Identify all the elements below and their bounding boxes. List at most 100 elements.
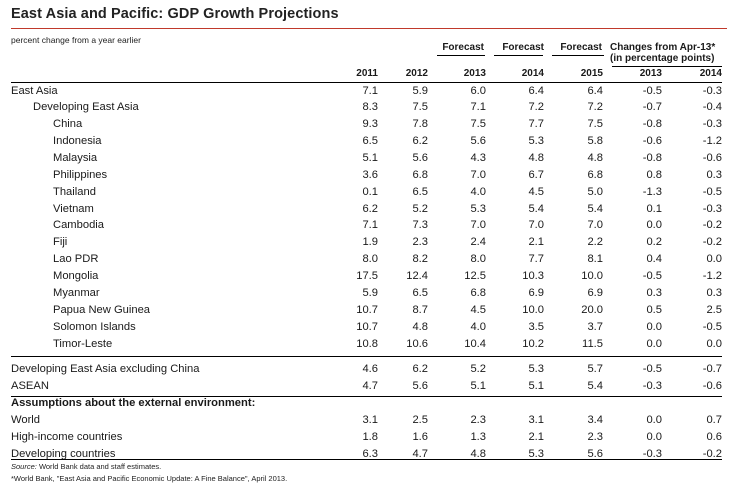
row-label: Thailand (53, 186, 96, 198)
table-cell: 0.4 (646, 253, 662, 265)
table-cell: -0.5 (642, 85, 662, 97)
table-cell: 5.8 (587, 135, 603, 147)
row-label: Solomon Islands (53, 321, 136, 333)
table-cell: 0.0 (646, 338, 662, 350)
table-cell: 4.0 (470, 186, 486, 198)
table-cell: 0.0 (646, 321, 662, 333)
table-cell: -0.6 (702, 152, 722, 164)
table-cell: 6.5 (412, 186, 428, 198)
table-cell: 0.0 (706, 253, 722, 265)
table-cell: 2.1 (528, 431, 544, 443)
table-cell: 10.7 (356, 304, 378, 316)
table-row: High-income countries 1.8 1.6 1.3 2.1 2.3 0.0 0… (0, 431, 735, 448)
table-cell: 6.9 (528, 287, 544, 299)
table-cell: -0.5 (702, 186, 722, 198)
table-cell: 2.5 (706, 304, 722, 316)
table-cell: -0.3 (702, 203, 722, 215)
table-cell: -0.5 (642, 363, 662, 375)
forecast-label-2014: Forecast (502, 42, 544, 53)
table-cell: 8.7 (412, 304, 428, 316)
units-note: percent change from a year earlier (11, 35, 141, 45)
row-label: Fiji (53, 236, 68, 248)
table-cell: -0.7 (642, 101, 662, 113)
table-cell: 10.3 (522, 270, 544, 282)
table-cell: 5.3 (470, 203, 486, 215)
table-cell: -0.8 (642, 118, 662, 130)
table-cell: -0.2 (702, 448, 722, 460)
table-cell: 0.6 (706, 431, 722, 443)
table-cell: 5.2 (412, 203, 428, 215)
table-cell: 0.8 (646, 169, 662, 181)
year-header-1: 2012 (405, 68, 428, 79)
table-cell: 7.2 (528, 101, 544, 113)
table-cell: 2.4 (470, 236, 486, 248)
source-label: Source: (11, 462, 37, 471)
table-row: Mongolia 17.5 12.4 12.5 10.3 10.0 -0.5 -1.2 (0, 270, 735, 287)
table-row: Indonesia 6.5 6.2 5.6 5.3 5.8 -0.6 -1.2 (0, 135, 735, 152)
forecast-underline-2013 (437, 55, 485, 56)
table-cell: 4.8 (587, 152, 603, 164)
table-cell: 10.0 (581, 270, 603, 282)
table-cell: 2.3 (470, 414, 486, 426)
table-cell: 9.3 (362, 118, 378, 130)
table-row: World 3.1 2.5 2.3 3.1 3.4 0.0 0.7 (0, 414, 735, 431)
table-cell: 4.5 (470, 304, 486, 316)
table-cell: 1.9 (362, 236, 378, 248)
row-label: Mongolia (53, 270, 99, 282)
table-cell: 4.7 (362, 380, 378, 392)
row-label: Myanmar (53, 287, 100, 299)
table-cell: 12.4 (406, 270, 428, 282)
row-label: High-income countries (11, 431, 123, 443)
table-cell: 4.8 (528, 152, 544, 164)
table-cell: 6.8 (470, 287, 486, 299)
table-cell: 10.0 (522, 304, 544, 316)
table-cell: 7.8 (412, 118, 428, 130)
table-cell: 6.3 (362, 448, 378, 460)
table-cell: -0.3 (642, 380, 662, 392)
table-row: Vietnam 6.2 5.2 5.3 5.4 5.4 0.1 -0.3 (0, 203, 735, 220)
table-row: China 9.3 7.8 7.5 7.7 7.5 -0.8 -0.3 (0, 118, 735, 135)
header-rule (11, 82, 722, 83)
table-row: Developing East Asia excluding China 4.6 6… (0, 363, 735, 380)
table-row: Developing East Asia 8.3 7.5 7.1 7.2 7.2 -0.7 -… (0, 101, 735, 118)
table-cell: -1.2 (702, 135, 722, 147)
table-cell: 5.6 (412, 380, 428, 392)
year-header-6: 2014 (699, 68, 722, 79)
year-header-2: 2013 (463, 68, 486, 79)
forecast-underline-2014 (494, 55, 543, 56)
table-cell: 6.2 (412, 135, 428, 147)
table-cell: 6.2 (362, 203, 378, 215)
table-cell: 6.4 (587, 85, 603, 97)
table-cell: -0.3 (642, 448, 662, 460)
year-header-5: 2013 (639, 68, 662, 79)
table-cell: 6.2 (412, 363, 428, 375)
table-cell: 7.1 (362, 85, 378, 97)
table-cell: 5.7 (587, 363, 603, 375)
table-row: Cambodia 7.1 7.3 7.0 7.0 7.0 0.0 -0.2 (0, 219, 735, 236)
table-cell: 8.1 (587, 253, 603, 265)
table-cell: 5.1 (362, 152, 378, 164)
table-cell: 6.4 (528, 85, 544, 97)
table-cell: 8.2 (412, 253, 428, 265)
table-cell: 1.8 (362, 431, 378, 443)
table-row: Developing countries 6.3 4.7 4.8 5.3 5.6 -0.3 -… (0, 448, 735, 465)
table-cell: 0.2 (646, 236, 662, 248)
table-cell: 3.4 (587, 414, 603, 426)
row-label: Malaysia (53, 152, 98, 164)
table-cell: -0.6 (642, 135, 662, 147)
table-cell: -1.2 (702, 270, 722, 282)
table-cell: 8.0 (470, 253, 486, 265)
table-cell: 5.0 (587, 186, 603, 198)
footnote: *World Bank, "East Asia and Pacific Econ… (11, 474, 288, 483)
section-heading-row: Assumptions about the external environme… (0, 397, 735, 414)
table-cell: 0.0 (646, 219, 662, 231)
table-cell: 6.5 (362, 135, 378, 147)
table-cell: -0.6 (702, 380, 722, 392)
table-cell: 0.7 (706, 414, 722, 426)
row-label: Papua New Guinea (53, 304, 151, 316)
table-cell: 3.1 (362, 414, 378, 426)
table-cell: 4.6 (362, 363, 378, 375)
table-cell: 7.0 (470, 219, 486, 231)
table-cell: 7.1 (362, 219, 378, 231)
row-label: Developing East Asia (33, 101, 139, 113)
